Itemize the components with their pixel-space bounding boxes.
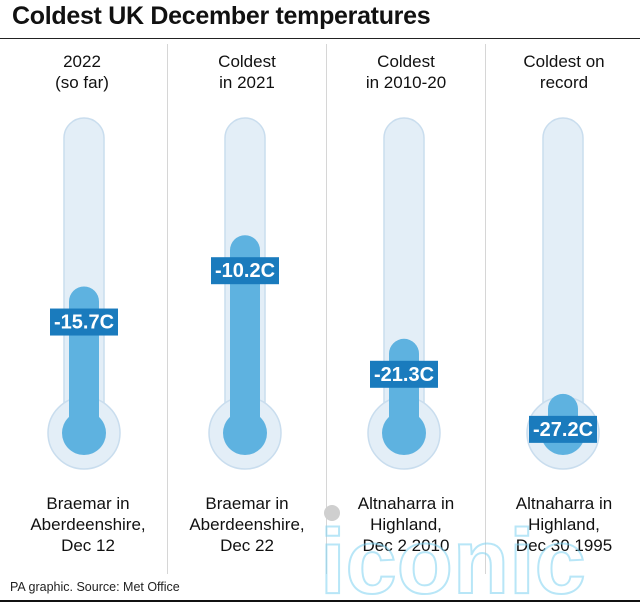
column-location: Braemar in Aberdeenshire, Dec 12	[13, 493, 163, 556]
column-location: Altnaharra in Highland, Dec 2 2010	[331, 493, 481, 556]
heading-line: record	[539, 73, 589, 92]
value-label-box	[50, 308, 118, 336]
heading-line: in 2021	[219, 73, 275, 92]
thermometer-tube	[542, 117, 584, 434]
column-heading: Coldest in 2021	[172, 51, 322, 93]
value-label: -27.2C	[533, 419, 593, 441]
chart-title: Coldest UK December temperatures	[12, 2, 431, 30]
value-label-box	[529, 415, 597, 443]
mercury-bulb	[382, 411, 426, 455]
value-label: -21.3C	[374, 364, 434, 386]
column-separator	[485, 44, 486, 574]
heading-line: Coldest	[218, 52, 276, 71]
value-label-box	[370, 360, 438, 388]
location-line: Highland,	[370, 515, 442, 534]
heading-line: Coldest on	[523, 52, 605, 71]
location-line: Braemar in	[46, 494, 130, 513]
mercury-bulb	[223, 411, 267, 455]
location-line: Aberdeenshire,	[189, 515, 305, 534]
column-separator	[167, 44, 168, 574]
value-label: -15.7C	[54, 312, 114, 334]
location-line: Altnaharra in	[515, 494, 613, 513]
column-separator	[326, 44, 327, 574]
column-heading: Coldest on record	[489, 51, 639, 93]
mercury-bulb	[62, 411, 106, 455]
location-line: Braemar in	[205, 494, 289, 513]
heading-line: Coldest	[377, 52, 435, 71]
column-heading: Coldest in 2010-20	[331, 51, 481, 93]
heading-line: in 2010-20	[365, 73, 447, 92]
location-line: Dec 12	[61, 536, 115, 555]
value-label: -10.2C	[215, 260, 275, 282]
title-rule	[0, 38, 640, 39]
heading-line: (so far)	[55, 73, 109, 92]
column-location: Braemar in Aberdeenshire, Dec 22	[172, 493, 322, 556]
location-line: Dec 22	[220, 536, 274, 555]
location-line: Dec 30 1995	[515, 536, 613, 555]
column-heading: 2022 (so far)	[7, 51, 157, 93]
mercury-bar	[230, 235, 260, 433]
bottom-rule	[0, 600, 640, 602]
location-line: Highland,	[528, 515, 600, 534]
column-location: Altnaharra in Highland, Dec 30 1995	[489, 493, 639, 556]
value-label-box	[211, 257, 279, 285]
source-note: PA graphic. Source: Met Office	[10, 580, 180, 594]
location-line: Aberdeenshire,	[30, 515, 146, 534]
heading-line: 2022	[63, 52, 101, 71]
location-line: Altnaharra in	[357, 494, 455, 513]
location-line: Dec 2 2010	[362, 536, 450, 555]
